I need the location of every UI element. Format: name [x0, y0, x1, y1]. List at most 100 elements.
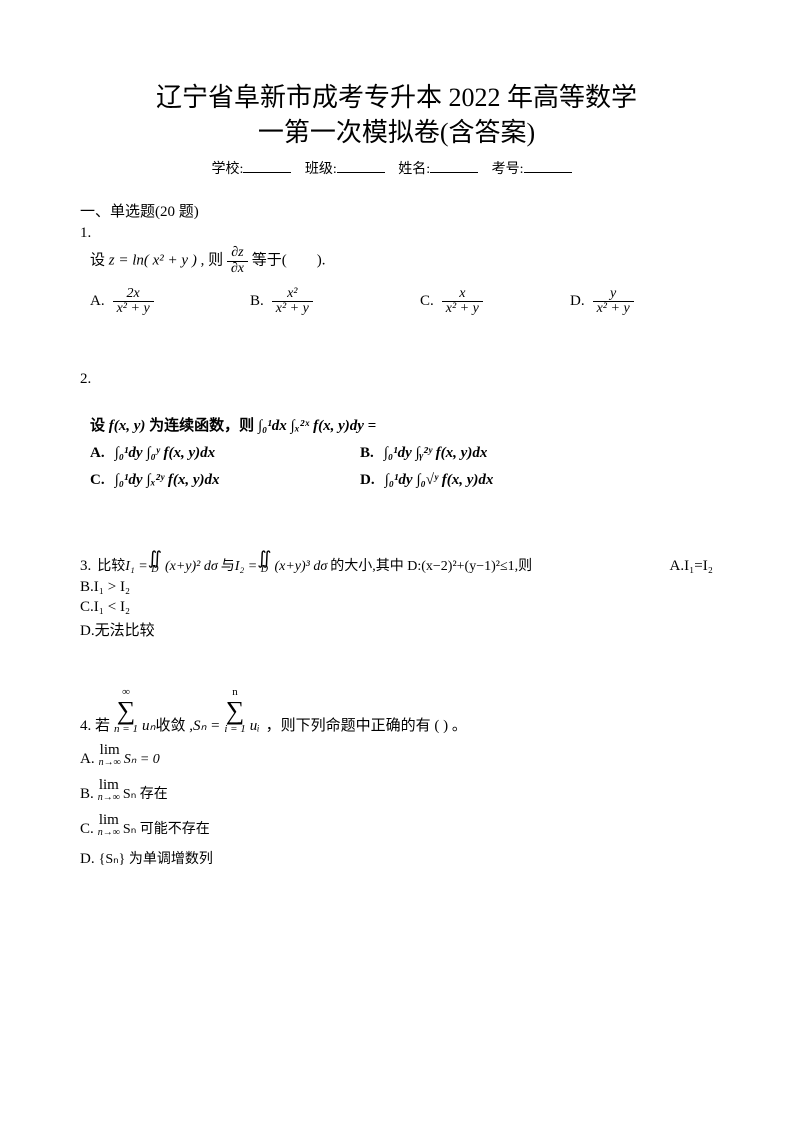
q1-stem-eq: z = ln( x² + y ): [109, 253, 197, 269]
q4-options: A. lim n→∞ Sₙ = 0 B. lim n→∞ Sₙ 存在 C. li…: [80, 743, 713, 868]
q2-stem-int: ∫₀¹dx ∫ₓ²ˣ f(x, y)dy =: [258, 418, 376, 434]
q1-number: 1.: [80, 225, 713, 242]
q4-stem: 4. 若 ∞ ∑ n = 1 uₙ 收敛 , Sₙ = n ∑ i = 1 uᵢ…: [80, 687, 713, 735]
q1-stem-mid: , 则: [201, 253, 227, 269]
q3-opt-c[interactable]: C.I₁ < I₂: [80, 599, 713, 616]
q4-c-lim-b: n→∞: [98, 828, 120, 838]
q4-a-lim: lim n→∞: [99, 743, 121, 768]
q3-i1: I₁ =: [125, 559, 147, 575]
q1-opt-c-letter: C.: [420, 293, 434, 310]
q2-opt-c[interactable]: C. ∫₀¹dy ∫ₓ²ʸ f(x, y)dx: [90, 472, 360, 489]
q4-un: uₙ: [142, 716, 155, 735]
q2-a-body: ∫₀¹dy ∫₀ʸ f(x, y)dx: [115, 445, 216, 462]
student-info-line: 学校: 班级: 姓名: 考号:: [80, 158, 713, 178]
q4-ui: uᵢ: [250, 718, 260, 735]
q4-a-lim-t: lim: [100, 743, 120, 758]
q2-opt-a[interactable]: A. ∫₀¹dy ∫₀ʸ f(x, y)dx: [90, 445, 360, 462]
q4-b-lim-t: lim: [99, 778, 119, 793]
q3-opt-b[interactable]: B.I₁ > I₂: [80, 579, 713, 596]
q2-stem: 设 f(x, y) 为连续函数，则 ∫₀¹dx ∫ₓ²ˣ f(x, y)dy =: [90, 414, 713, 435]
q3-stem-line: 3. 比较 I₁ = ∬D (x+y)² dσ 与 I₂ = ∬D (x+y)³…: [80, 551, 713, 575]
q1-opt-d-frac: y x² + y: [593, 287, 634, 317]
q3-dblint-1: ∬D: [148, 551, 162, 575]
q3-number: 3.: [80, 558, 91, 575]
q4-opt-b[interactable]: B. lim n→∞ Sₙ 存在: [80, 778, 713, 803]
q1-b-den: x² + y: [272, 301, 313, 317]
q3-pre: 比较: [97, 555, 125, 575]
q1-c-den: x² + y: [442, 301, 483, 317]
q3-int1-body: (x+y)² dσ: [165, 559, 218, 575]
q1-a-num: 2x: [123, 287, 144, 302]
q3-opt-d[interactable]: D.无法比较: [80, 619, 713, 640]
q2-c-letter: C.: [90, 472, 105, 489]
q2-b-letter: B.: [360, 445, 374, 462]
q1-stem-post: 等于( ).: [252, 253, 326, 269]
q4-sum-1: ∞ ∑ n = 1: [114, 687, 138, 735]
q1-options: A. 2x x² + y B. x² x² + y C. x x² + y D.…: [90, 287, 713, 317]
q4-b-letter: B.: [80, 786, 94, 803]
q1-b-num: x²: [283, 287, 301, 302]
q3-and: 与: [221, 555, 235, 575]
blank-examno[interactable]: [524, 159, 572, 173]
q4-a-lim-b: n→∞: [99, 758, 121, 768]
q1-c-num: x: [455, 287, 469, 302]
q1-opt-c-frac: x x² + y: [442, 287, 483, 317]
q4-opt-a[interactable]: A. lim n→∞ Sₙ = 0: [80, 743, 713, 768]
q1-opt-d[interactable]: D. y x² + y: [570, 287, 634, 317]
q4-sum-2: n ∑ i = 1: [224, 687, 245, 735]
q2-a-letter: A.: [90, 445, 105, 462]
q2-stem-pre: 设: [90, 418, 109, 434]
q1-d-den: x² + y: [593, 301, 634, 317]
q2-opt-d[interactable]: D. ∫₀¹dy ∫₀√ʸ f(x, y)dx: [360, 472, 493, 489]
q1-frac-num: ∂z: [227, 246, 247, 261]
q1-a-den: x² + y: [113, 301, 154, 317]
q2-options: A. ∫₀¹dy ∫₀ʸ f(x, y)dx B. ∫₀¹dy ∫ᵧ²ʸ f(x…: [90, 445, 713, 489]
q4-b-body: Sₙ 存在: [123, 783, 168, 803]
q1-stem-pre: 设: [90, 253, 109, 269]
q2-stem-fx: f(x, y): [109, 418, 146, 434]
q4-d-letter: D.: [80, 851, 95, 868]
q4-c-lim-t: lim: [99, 813, 119, 828]
blank-name[interactable]: [430, 159, 478, 173]
q1-opt-c[interactable]: C. x x² + y: [420, 287, 570, 317]
label-name: 姓名:: [398, 162, 430, 177]
q1-stem: 设 z = ln( x² + y ) , 则 ∂z ∂x 等于( ).: [90, 246, 713, 276]
q4-c-body: Sₙ 可能不存在: [123, 818, 210, 838]
q4-c-lim: lim n→∞: [98, 813, 120, 838]
q2-opt-b[interactable]: B. ∫₀¹dy ∫ᵧ²ʸ f(x, y)dx: [360, 445, 487, 462]
q2-d-letter: D.: [360, 472, 375, 489]
exam-title: 辽宁省阜新市成考专升本 2022 年高等数学 一第一次模拟卷(含答案): [80, 80, 713, 150]
q3-post: 的大小,其中 D:(x−2)²+(y−1)²≤1,则: [330, 555, 532, 575]
blank-class[interactable]: [337, 159, 385, 173]
q2-b-body: ∫₀¹dy ∫ᵧ²ʸ f(x, y)dx: [384, 445, 488, 462]
q1-opt-a-frac: 2x x² + y: [113, 287, 154, 317]
q4-a-body: Sₙ = 0: [124, 751, 160, 768]
q1-opt-b[interactable]: B. x² x² + y: [250, 287, 420, 317]
q3-int2-body: (x+y)³ dσ: [274, 559, 327, 575]
q1-partial-frac: ∂z ∂x: [227, 246, 248, 276]
q1-d-num: y: [606, 287, 620, 302]
q1-opt-a[interactable]: A. 2x x² + y: [90, 287, 250, 317]
q2-stem-mid: 为连续函数，则: [149, 418, 258, 434]
q4-sn-eq: Sₙ =: [193, 716, 220, 735]
title-line-1: 辽宁省阜新市成考专升本 2022 年高等数学: [80, 80, 713, 115]
section-1-heading: 一、单选题(20 题): [80, 200, 713, 221]
q1-opt-a-letter: A.: [90, 293, 105, 310]
q4-b-lim: lim n→∞: [98, 778, 120, 803]
q3-opt-a[interactable]: A.I₁=I₂: [670, 558, 714, 575]
q4-sum1-bot: n = 1: [114, 724, 138, 735]
q3-dblint-2: ∬D: [257, 551, 271, 575]
q4-opt-d[interactable]: D. {Sₙ} 为单调增数列: [80, 848, 713, 868]
label-class: 班级:: [305, 162, 337, 177]
label-school: 学校:: [211, 162, 243, 177]
q2-number: 2.: [80, 371, 713, 388]
label-examno: 考号:: [492, 162, 524, 177]
q4-opt-c[interactable]: C. lim n→∞ Sₙ 可能不存在: [80, 813, 713, 838]
q1-opt-d-letter: D.: [570, 293, 585, 310]
blank-school[interactable]: [243, 159, 291, 173]
q4-conv: 收敛 ,: [155, 714, 193, 735]
q4-b-lim-b: n→∞: [98, 793, 120, 803]
q3-options: B.I₁ > I₂ C.I₁ < I₂ D.无法比较: [80, 579, 713, 640]
q2-c-body: ∫₀¹dy ∫ₓ²ʸ f(x, y)dx: [115, 472, 220, 489]
title-line-2: 一第一次模拟卷(含答案): [80, 115, 713, 150]
